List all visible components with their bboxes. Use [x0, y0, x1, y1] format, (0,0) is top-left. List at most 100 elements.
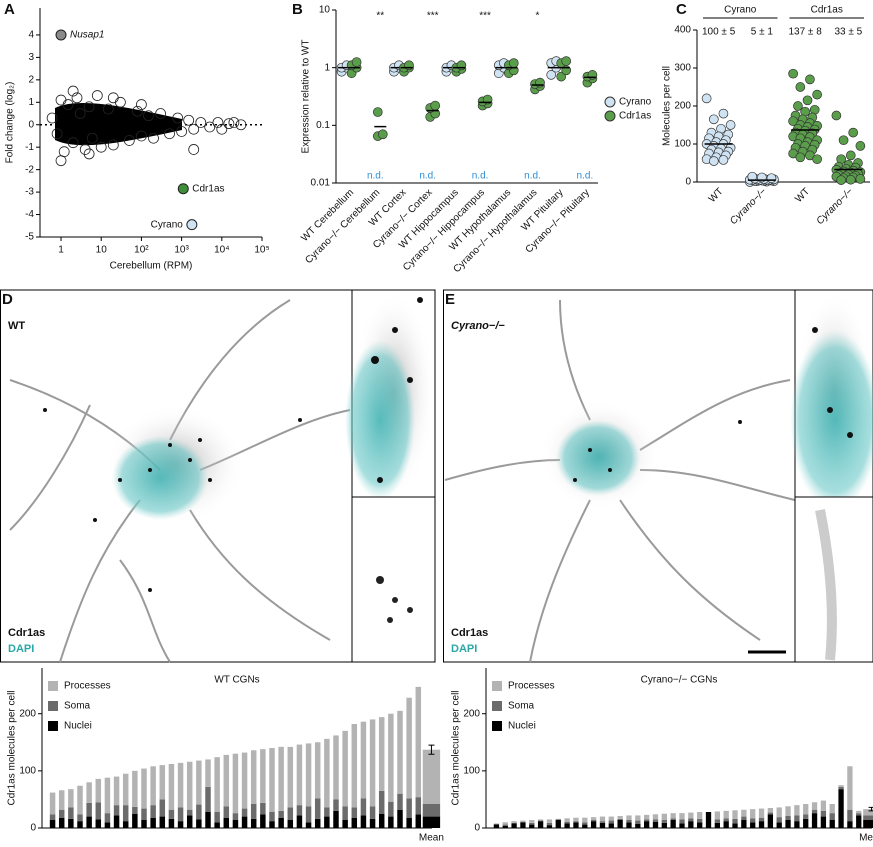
legend-swatch: [492, 721, 502, 731]
bar-segment: [679, 823, 684, 828]
x-tick-label: 1: [58, 245, 64, 256]
bar-segment: [260, 814, 265, 828]
bar-segment: [794, 805, 799, 815]
bar-segment: [150, 818, 155, 828]
bar-segment: [573, 822, 578, 828]
bar-segment: [821, 817, 826, 828]
bar-segment: [233, 754, 238, 813]
bar-segment: [715, 811, 720, 819]
bar-segment: [278, 818, 283, 828]
bar-segment: [86, 817, 91, 828]
legend-label: Soma: [508, 701, 535, 712]
bar-segment: [529, 823, 534, 825]
bar-segment: [333, 799, 338, 810]
y-tick-label: 1: [324, 62, 330, 73]
x-tick-label: Mean: [859, 833, 873, 842]
micrograph-d: [1, 290, 436, 662]
bar-segment: [830, 804, 835, 813]
bar-segment: [132, 807, 137, 814]
bar-segment: [68, 807, 73, 818]
point: [92, 91, 102, 101]
bar-segment: [617, 819, 622, 820]
point: [184, 115, 194, 125]
group-label: Cdr1as: [811, 5, 843, 16]
bar-segment: [662, 814, 667, 820]
bar-segment: [503, 822, 508, 824]
bar-segment: [205, 812, 210, 828]
bar-segment: [600, 821, 605, 823]
x-tick-label: 10²: [134, 245, 149, 256]
panel-label: C: [676, 1, 687, 18]
bar-segment: [233, 813, 238, 820]
bar-segment: [224, 755, 229, 806]
x-tick-label: 10: [96, 245, 108, 256]
bar-segment: [511, 823, 516, 828]
bar-segment: [361, 722, 366, 799]
bar-segment: [114, 777, 119, 806]
bar-segment: [132, 771, 137, 807]
y-axis-title: Cdr1as molecules per cell: [451, 690, 462, 805]
bar-segment: [538, 819, 543, 820]
bar-segment: [644, 819, 649, 821]
bar-segment: [333, 735, 338, 799]
point: [849, 128, 858, 137]
bar-segment: [196, 819, 201, 828]
bar-segment: [715, 819, 720, 822]
y-tick-label: 0: [28, 119, 34, 130]
highlight-point: [56, 30, 66, 40]
point-label: Cdr1as: [192, 183, 224, 194]
bar-segment: [333, 811, 338, 828]
bar-segment: [150, 805, 155, 818]
stain-label: DAPI: [451, 643, 477, 655]
point: [805, 75, 814, 84]
bar-segment: [856, 815, 861, 828]
bar-segment: [863, 815, 873, 820]
group-label: Cyrano: [724, 5, 757, 16]
y-tick-label: 200: [463, 708, 480, 719]
bar-segment: [315, 819, 320, 828]
bar-segment: [352, 818, 357, 828]
bar-segment: [278, 747, 283, 811]
bar-segment: [269, 748, 274, 812]
point: [378, 130, 387, 139]
bar-segment: [132, 814, 137, 828]
bar-segment: [671, 813, 676, 818]
bar-segment: [494, 825, 499, 828]
bar-segment: [169, 819, 174, 828]
highlight-point: [178, 184, 188, 194]
point: [846, 175, 855, 184]
point: [837, 176, 846, 185]
bar-segment: [794, 815, 799, 821]
bar-segment: [494, 823, 499, 824]
legend-label: Processes: [64, 681, 111, 692]
bar-segment: [251, 804, 256, 819]
bar-segment: [68, 789, 73, 807]
bar-segment: [297, 745, 302, 806]
bar-segment: [388, 714, 393, 802]
bar-segment: [242, 817, 247, 828]
point: [813, 155, 822, 164]
bar-segment: [617, 816, 622, 819]
bar-segment: [242, 753, 247, 809]
bar-segment: [260, 749, 265, 803]
bar-segment: [564, 818, 569, 821]
bar-segment: [750, 822, 755, 828]
point: [405, 61, 414, 70]
y-tick-label: 0: [474, 823, 480, 834]
bar-segment: [600, 823, 605, 828]
bar-segment: [96, 802, 101, 819]
panel-label: E: [445, 291, 455, 308]
bar-segment: [812, 810, 817, 813]
bar-segment: [306, 743, 311, 806]
bar-segment: [205, 759, 210, 786]
bar-segment: [324, 817, 329, 828]
bar-segment: [77, 821, 82, 828]
y-tick-label: -3: [25, 187, 34, 198]
x-tick-label: Mean: [419, 833, 444, 842]
bar-segment: [732, 819, 737, 824]
point: [709, 157, 718, 166]
x-tick-label: 10³: [174, 245, 189, 256]
legend-marker: [605, 97, 615, 107]
bar-segment: [671, 820, 676, 828]
bar-segment: [242, 809, 247, 817]
